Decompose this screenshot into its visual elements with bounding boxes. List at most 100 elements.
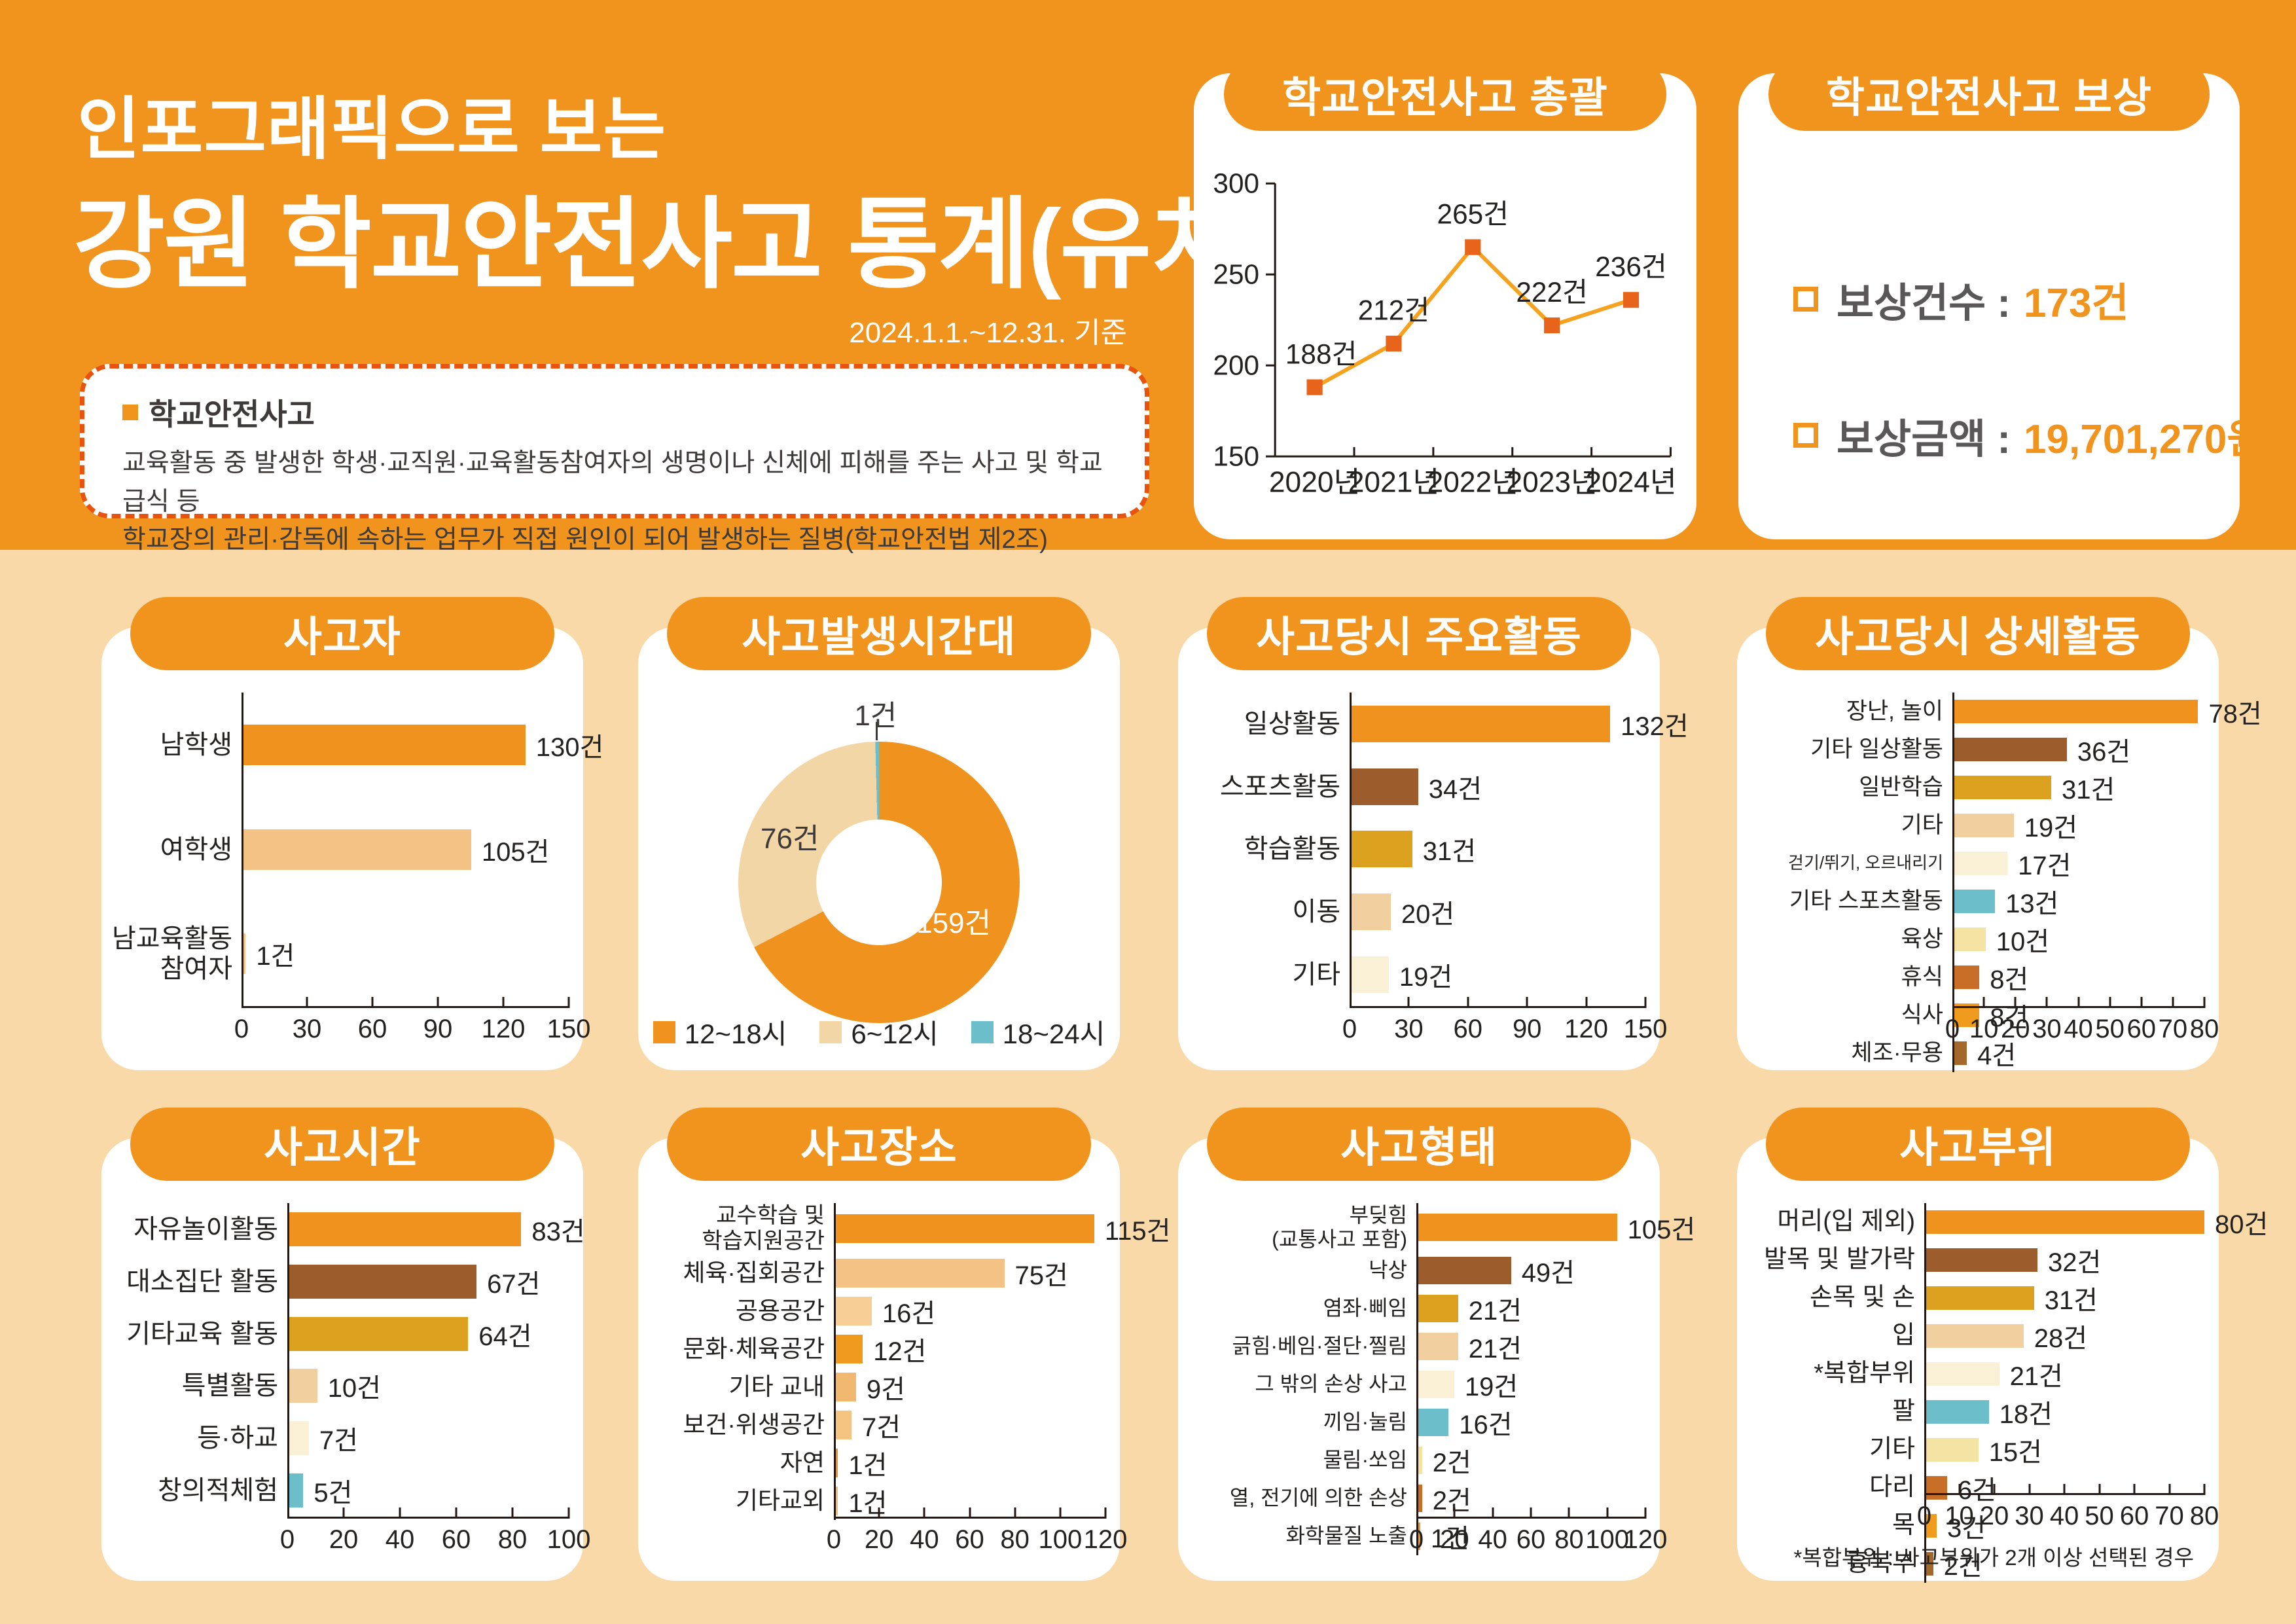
axis-tick-label: 20 bbox=[1440, 1525, 1469, 1554]
bar bbox=[1352, 956, 1389, 994]
compensation-stats: 보상건수 : 173건 보상금액 : 19,701,270원 bbox=[1793, 270, 2264, 465]
bar-value-label: 19건 bbox=[2024, 814, 2078, 842]
bar-track: 12건 bbox=[834, 1330, 1105, 1369]
bar bbox=[1926, 1210, 2204, 1234]
bar-track: 2건 bbox=[1416, 1441, 1645, 1479]
bar-category-label: 열, 전기에 의한 손상 bbox=[1229, 1486, 1407, 1510]
bar-category-label: 등·하교 bbox=[197, 1424, 278, 1453]
svg-text:150: 150 bbox=[1213, 441, 1259, 471]
bar-category-label: 특별활동 bbox=[181, 1371, 278, 1401]
bar-category-label: 스포츠활동 bbox=[1220, 772, 1340, 801]
axis-tick bbox=[567, 1507, 570, 1519]
line-marker bbox=[1544, 317, 1560, 334]
bar-track: 49건 bbox=[1416, 1251, 1645, 1290]
bar-category-label: 기타 스포츠활동 bbox=[1789, 888, 1943, 914]
line-marker bbox=[1306, 379, 1323, 395]
bar bbox=[1954, 700, 2198, 723]
bar bbox=[1926, 1400, 1989, 1424]
axis-tick-label: 40 bbox=[2064, 1015, 2093, 1043]
bar-track: 31건 bbox=[1350, 818, 1645, 881]
panel-shape: 사고형태 부딪힘 (교통사고 포함) 105건 낙상 49건 염좌·삐임 21건 긁힘·베임… bbox=[1178, 1108, 1695, 1581]
bar-value-label: 19건 bbox=[1399, 963, 1453, 992]
bar-track: 105건 bbox=[1416, 1203, 1695, 1252]
bar-row: 이동 20건 bbox=[1194, 880, 1645, 944]
axis-tick-label: 120 bbox=[1623, 1525, 1668, 1554]
bar-row: 공용공간 16건 bbox=[654, 1292, 1105, 1331]
bar-row: 물림·쏘임 2건 bbox=[1194, 1441, 1645, 1479]
bar bbox=[1352, 768, 1418, 805]
bar bbox=[1418, 1484, 1422, 1512]
bar-track: 28건 bbox=[1924, 1317, 2204, 1355]
bar-value-label: 2건 bbox=[1432, 1448, 1471, 1477]
axis-tick-label: 60 bbox=[441, 1525, 471, 1554]
axis-tick bbox=[1606, 1507, 1609, 1519]
bar-value-label: 67건 bbox=[487, 1269, 541, 1299]
bar-row: 일상활동 132건 bbox=[1194, 693, 1689, 755]
bar bbox=[836, 1449, 838, 1478]
bar-track: 8건 bbox=[1952, 958, 2204, 996]
bar bbox=[1418, 1332, 1458, 1360]
legend-item: 12~18시 bbox=[653, 1012, 787, 1052]
bar-axis-line: 0 30 60 90 120 150 bbox=[234, 997, 590, 1053]
bar bbox=[836, 1487, 838, 1516]
axis-tick bbox=[2168, 1484, 2170, 1495]
bar bbox=[1926, 1552, 1933, 1576]
axis-tick bbox=[2028, 1484, 2030, 1495]
bar-value-label: 4건 bbox=[1977, 1041, 2017, 1070]
bar-category-label: 보건·위생공간 bbox=[683, 1411, 825, 1438]
bar-track: 19건 bbox=[1416, 1365, 1645, 1403]
bar-category-label: 입 bbox=[1892, 1322, 1915, 1350]
axis-tick-label: 100 bbox=[1585, 1525, 1630, 1554]
axis-tick bbox=[2172, 997, 2174, 1008]
bar-category-label: 기타 교내 bbox=[728, 1373, 825, 1400]
bar-row: 자유놀이활동 83건 bbox=[117, 1203, 585, 1255]
bar-category-label: 기타교육 활동 bbox=[126, 1319, 278, 1348]
bar-row: 체조·무용 4건 bbox=[1753, 1034, 2204, 1072]
bar-category-label: 여학생 bbox=[160, 835, 232, 864]
panel-detail-activity: 사고당시 상세활동 장난, 놀이 78건 기타 일상활동 36건 일반학습 31건 기타 19… bbox=[1737, 597, 2262, 1072]
axis-tick bbox=[2098, 1484, 2100, 1495]
panel-overview: 학교안전사고 총괄 150 200 250 300 188건 2020년 212건 2021년… bbox=[1194, 58, 1696, 539]
bar-category-label: 흉복부 bbox=[1846, 1549, 1915, 1578]
bar-track: 1건 bbox=[1416, 1517, 1645, 1555]
axis-spacer bbox=[1194, 1006, 1350, 1053]
axis-tick-label: 0 bbox=[279, 1525, 295, 1554]
bar-value-label: 34건 bbox=[1428, 774, 1482, 804]
bar bbox=[1926, 1248, 2037, 1272]
panel-shape-title: 사고형태 bbox=[1207, 1108, 1631, 1181]
bar bbox=[1954, 1041, 1967, 1065]
bar bbox=[1352, 831, 1412, 868]
axis-tick bbox=[2014, 997, 2017, 1008]
bar-category-label: 자유놀이활동 bbox=[134, 1214, 278, 1244]
bar-value-label: 20건 bbox=[1401, 900, 1455, 929]
panel-part: 사고부위 머리(입 제외) 80건 발목 및 발가락 32건 손목 및 손 31건 입 28건… bbox=[1737, 1108, 2268, 1583]
bar-track: 31건 bbox=[1952, 768, 2204, 806]
line-marker bbox=[1386, 335, 1402, 352]
bar bbox=[1954, 738, 2067, 761]
bar-row: 등·하교 7건 bbox=[117, 1412, 569, 1465]
bar-category-label: 체조·무용 bbox=[1851, 1039, 1943, 1066]
bar-track: 21건 bbox=[1416, 1289, 1645, 1327]
bar-value-label: 5건 bbox=[314, 1479, 353, 1508]
bar-row: 끼임·눌림 16건 bbox=[1194, 1403, 1645, 1441]
axis-tick bbox=[2063, 1484, 2066, 1495]
bar-track: 80건 bbox=[1924, 1203, 2268, 1241]
bar-track: 1건 bbox=[834, 1444, 1105, 1483]
bar-row: 학습활동 31건 bbox=[1194, 818, 1645, 881]
bar-track: 3건 bbox=[1924, 1507, 2204, 1545]
bar-track: 16건 bbox=[1416, 1403, 1645, 1441]
axis-tick bbox=[1993, 1484, 1996, 1495]
bar bbox=[289, 1264, 477, 1299]
part-footnote: *복합부위 : 사고부위가 2개 이상 선택된 경우 bbox=[1793, 1545, 2195, 1570]
timeband-donut-chart: 159건 76건 1건 12~18시 6~12시 18~24시 bbox=[653, 689, 1105, 1052]
bar-row: 창의적체험 5건 bbox=[117, 1464, 569, 1517]
bar bbox=[243, 724, 526, 765]
bar-track: 64건 bbox=[287, 1307, 569, 1360]
bar-axis-row: 0 10 20 30 40 50 60 70 80 bbox=[1753, 1484, 2219, 1540]
axis-tick bbox=[878, 1507, 880, 1519]
axis-tick-label: 20 bbox=[864, 1525, 894, 1554]
axis-tick-label: 90 bbox=[1512, 1015, 1542, 1043]
bar bbox=[836, 1259, 1005, 1288]
bar-row: 스포츠활동 34건 bbox=[1194, 755, 1645, 818]
axis-tick bbox=[2077, 997, 2079, 1008]
